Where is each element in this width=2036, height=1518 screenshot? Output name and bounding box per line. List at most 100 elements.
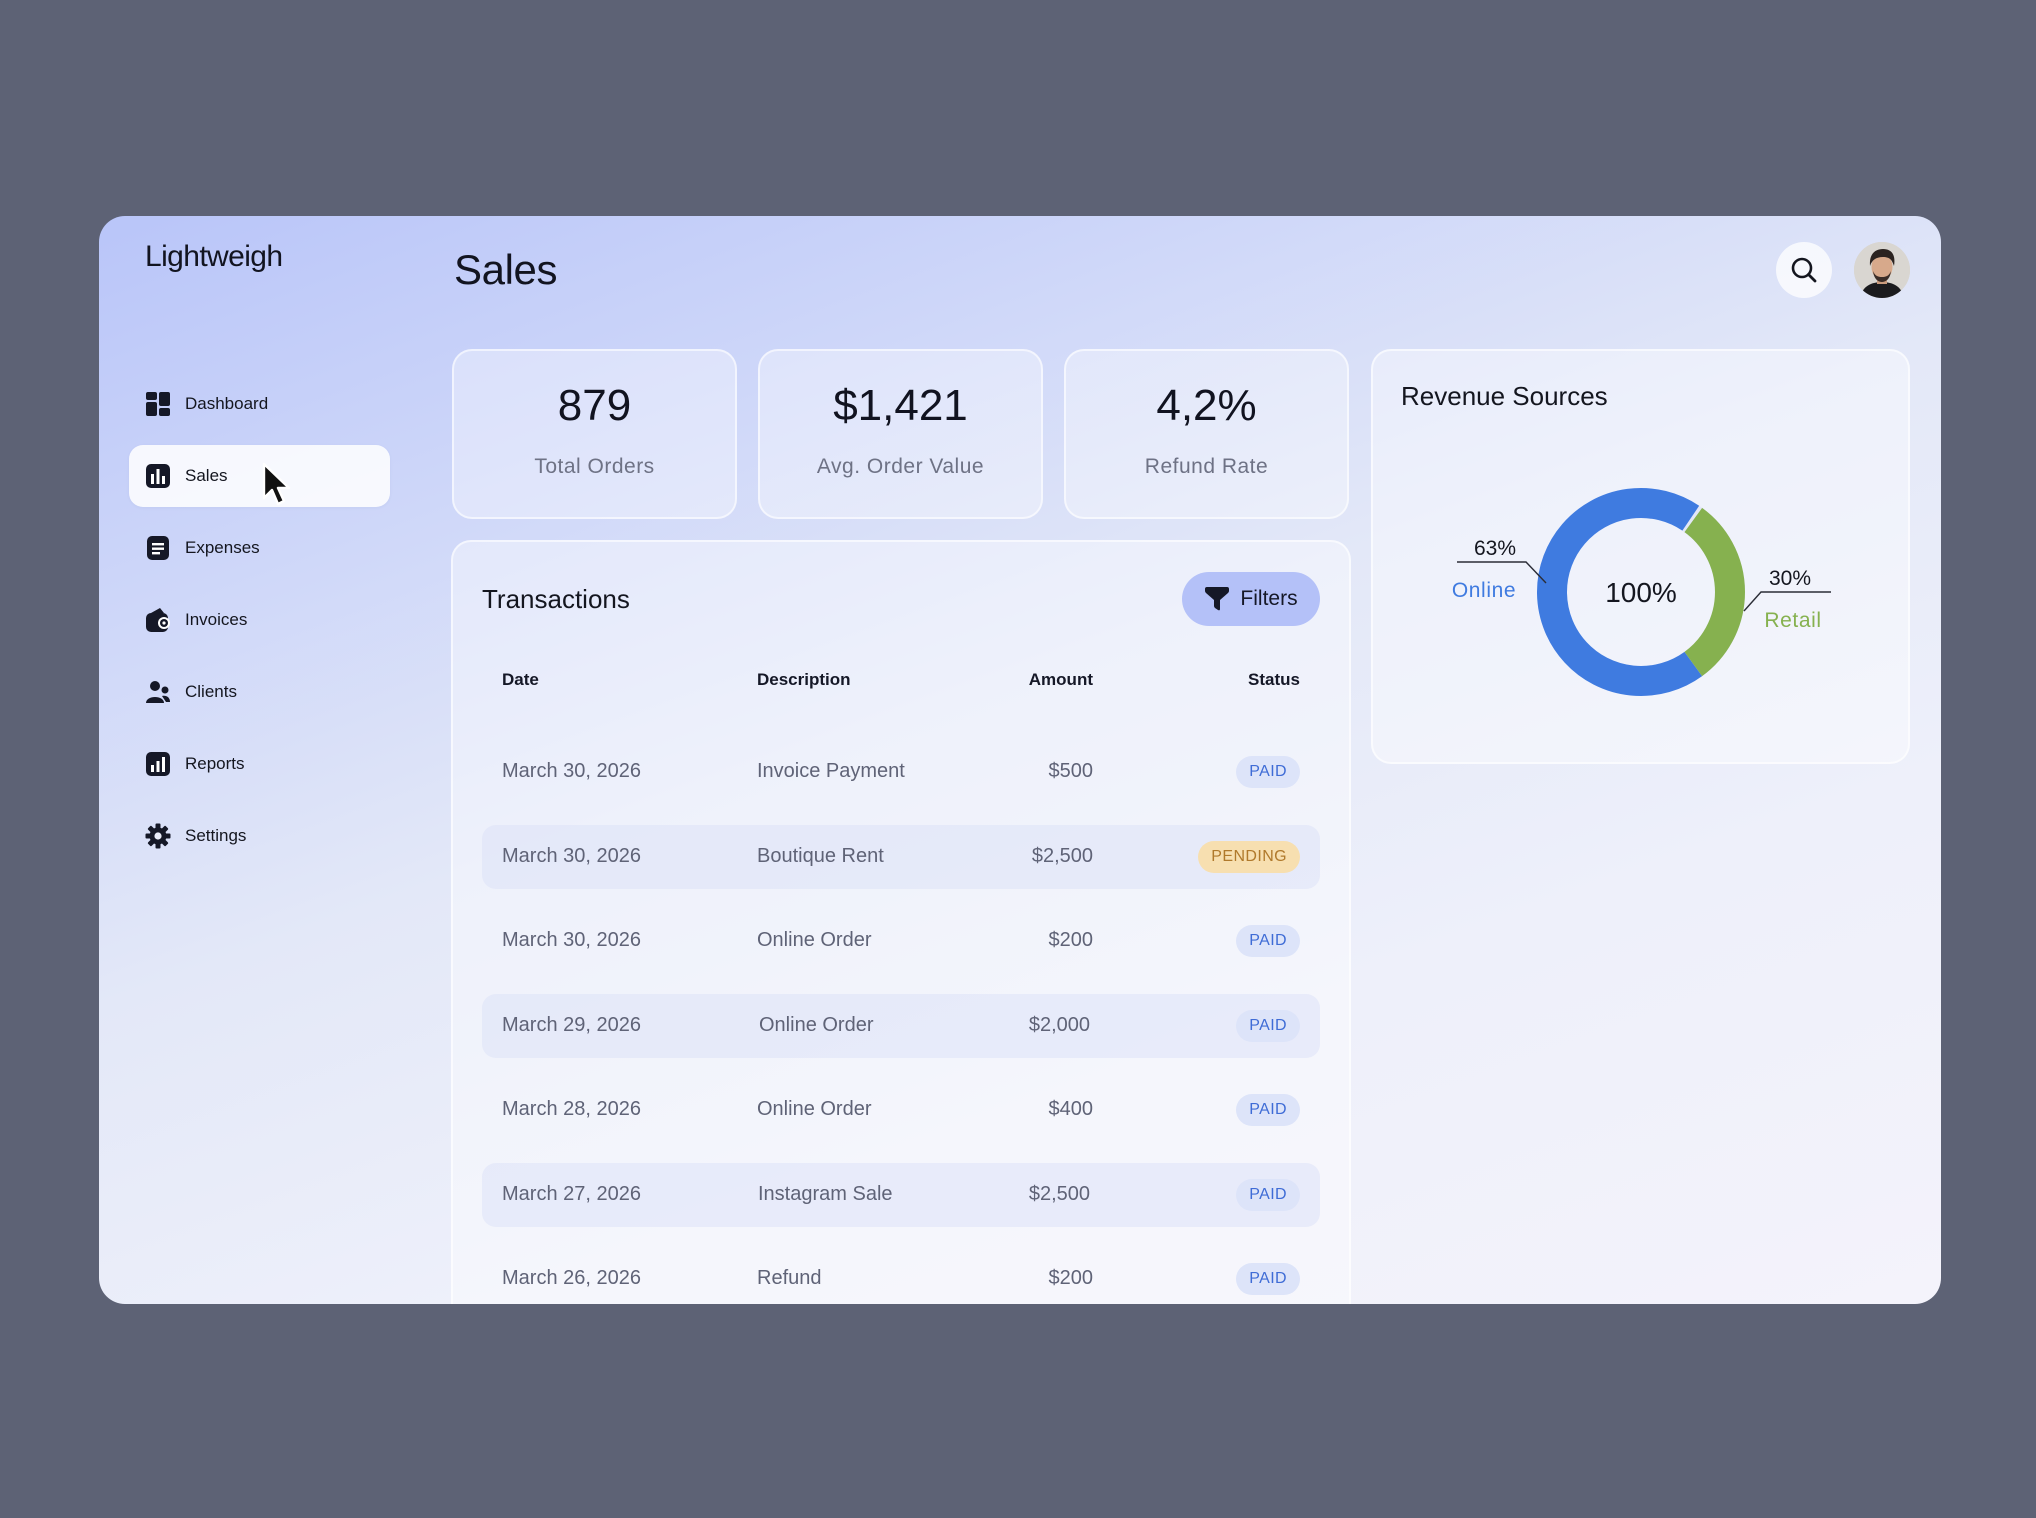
app-window: Lightweigh Dashboard Sales Expenses Invo… <box>99 216 1941 1304</box>
revenue-sources-card: Revenue Sources 100% 63% Online 30% Reta… <box>1371 349 1910 764</box>
sidebar-item-label: Invoices <box>185 610 248 629</box>
sidebar-item-reports[interactable]: Reports <box>129 733 390 795</box>
sidebar-item-label: Reports <box>185 754 245 773</box>
cell-date: March 26, 2026 <box>502 1267 641 1289</box>
filters-label: Filters <box>1240 587 1298 610</box>
cell-description: Instagram Sale <box>758 1182 893 1205</box>
sidebar-item-label: Expenses <box>185 538 260 557</box>
cell-status: PENDING <box>1198 840 1300 873</box>
column-header-description[interactable]: Description <box>757 670 851 689</box>
page-title: Sales <box>454 246 558 293</box>
wallet-icon <box>145 607 171 633</box>
table-row[interactable]: March 30, 2026 Invoice Payment $500 PAID <box>482 740 1320 804</box>
cell-amount: $200 <box>1048 1267 1094 1289</box>
sidebar-item-label: Dashboard <box>185 394 269 413</box>
revenue-sources-title: Revenue Sources <box>1401 381 1608 411</box>
segment-name-retail: Retail <box>1764 609 1821 632</box>
cell-status: PAID <box>1236 1263 1300 1295</box>
table-row[interactable]: March 29, 2026 Online Order $2,000 PAID <box>482 993 1320 1058</box>
segment-percent-online: 63% <box>1474 537 1516 560</box>
leader-line-retail <box>1743 591 1831 612</box>
sidebar-item-expenses[interactable]: Expenses <box>129 517 390 579</box>
table-row[interactable]: March 27, 2026 Instagram Sale $2,500 PAI… <box>482 1162 1320 1227</box>
status-badge: PAID <box>1236 756 1300 788</box>
status-badge: PAID <box>1236 1094 1300 1126</box>
status-badge: PAID <box>1236 1009 1300 1042</box>
cell-description: Online Order <box>759 1013 874 1036</box>
search-button[interactable] <box>1776 242 1832 298</box>
cell-date: March 27, 2026 <box>502 1182 641 1205</box>
stat-card-refund-rate: 4,2% Refund Rate <box>1064 349 1349 519</box>
cell-amount: $200 <box>1048 929 1094 951</box>
stat-label: Total Orders <box>534 455 655 478</box>
avatar-image <box>1854 242 1910 298</box>
cell-amount: $500 <box>1048 760 1094 782</box>
sidebar-item-invoices[interactable]: Invoices <box>129 589 390 651</box>
table-row[interactable]: March 26, 2026 Refund $200 PAID <box>482 1247 1320 1304</box>
cell-amount: $2,500 <box>1028 1182 1090 1205</box>
cell-date: March 30, 2026 <box>502 844 641 867</box>
sidebar-item-label: Settings <box>185 826 247 845</box>
sidebar-item-settings[interactable]: Settings <box>129 805 390 867</box>
cell-description: Invoice Payment <box>757 760 905 782</box>
stat-value: 4,2% <box>1156 381 1257 430</box>
search-icon <box>1791 257 1817 283</box>
stat-value: $1,421 <box>833 381 968 430</box>
gear-icon <box>145 823 171 849</box>
sidebar-item-sales[interactable]: Sales <box>129 445 390 507</box>
cell-description: Boutique Rent <box>757 844 884 867</box>
transactions-table-body: March 30, 2026 Invoice Payment $500 PAID… <box>482 740 1320 1304</box>
cell-description: Refund <box>757 1267 822 1289</box>
dashboard-icon <box>145 391 171 417</box>
cell-date: March 30, 2026 <box>502 760 641 782</box>
status-badge: PAID <box>1236 925 1300 957</box>
users-icon <box>145 679 171 705</box>
table-row[interactable]: March 28, 2026 Online Order $400 PAID <box>482 1078 1320 1142</box>
leader-line-online <box>1457 561 1547 584</box>
cell-amount: $400 <box>1048 1098 1094 1120</box>
cell-description: Online Order <box>757 929 872 951</box>
donut-segment-online <box>1537 488 1703 696</box>
sidebar-item-dashboard[interactable]: Dashboard <box>129 373 390 435</box>
cell-date: March 28, 2026 <box>502 1098 641 1120</box>
stat-card-total-orders: 879 Total Orders <box>452 349 737 519</box>
column-header-date[interactable]: Date <box>502 670 539 689</box>
cell-description: Online Order <box>757 1098 872 1120</box>
cell-status: PAID <box>1236 1178 1300 1211</box>
status-badge: PAID <box>1236 1263 1300 1295</box>
transactions-title: Transactions <box>482 584 630 614</box>
cell-status: PAID <box>1236 1094 1300 1126</box>
document-icon <box>145 535 171 561</box>
sidebar-nav: Dashboard Sales Expenses Invoices Client… <box>129 373 390 877</box>
user-avatar[interactable] <box>1854 242 1910 298</box>
segment-name-online: Online <box>1452 579 1516 602</box>
donut-segment-retail <box>1684 507 1745 677</box>
filters-button[interactable]: Filters <box>1182 572 1320 626</box>
column-header-amount[interactable]: Amount <box>1028 670 1093 689</box>
cell-status: PAID <box>1236 925 1300 957</box>
table-row[interactable]: March 30, 2026 Boutique Rent $2,500 PEND… <box>482 824 1320 889</box>
segment-percent-retail: 30% <box>1769 567 1811 590</box>
column-header-status[interactable]: Status <box>1248 670 1300 689</box>
sidebar-item-clients[interactable]: Clients <box>129 661 390 723</box>
bar-chart-icon <box>145 463 171 489</box>
app-logo: Lightweigh <box>145 240 283 273</box>
stat-card-avg-order-value: $1,421 Avg. Order Value <box>758 349 1043 519</box>
cell-amount: $2,500 <box>1031 844 1093 867</box>
stat-value: 879 <box>557 381 632 430</box>
status-badge: PENDING <box>1198 840 1300 873</box>
cell-amount: $2,000 <box>1028 1013 1090 1036</box>
donut-center-label: 100% <box>1605 577 1677 608</box>
sidebar-item-label: Clients <box>185 682 237 701</box>
stat-label: Avg. Order Value <box>816 455 985 478</box>
table-row[interactable]: March 30, 2026 Online Order $200 PAID <box>482 909 1320 973</box>
transactions-card: Transactions Filters Date Description Am… <box>451 540 1351 1304</box>
stat-label: Refund Rate <box>1144 455 1269 478</box>
filter-icon <box>1205 587 1230 611</box>
reports-icon <box>145 751 171 777</box>
cell-status: PAID <box>1236 756 1300 788</box>
sidebar-item-label: Sales <box>185 466 228 485</box>
revenue-donut-chart: 100% 63% Online 30% Retail <box>1452 488 1831 696</box>
cell-status: PAID <box>1236 1009 1300 1042</box>
status-badge: PAID <box>1236 1178 1300 1211</box>
